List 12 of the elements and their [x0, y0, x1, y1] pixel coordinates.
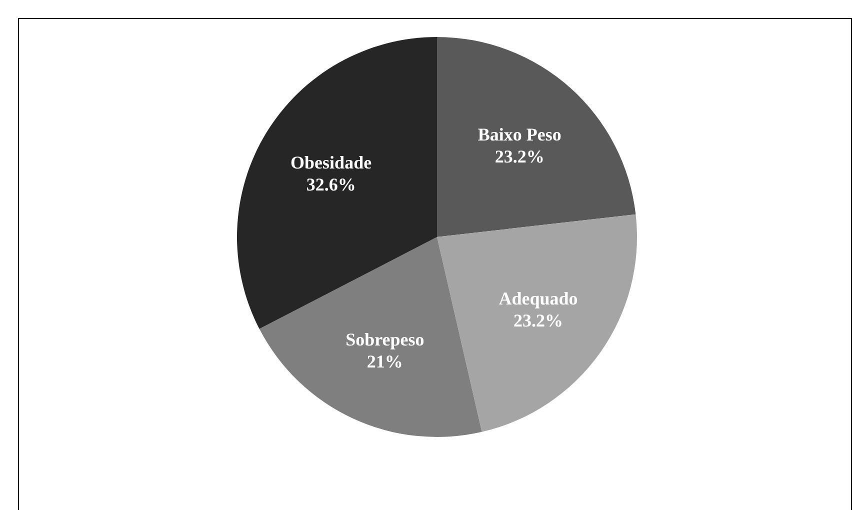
slice-label: Adequado	[498, 288, 578, 309]
pie-slice	[259, 237, 482, 437]
data-label: 32.6%	[306, 174, 356, 195]
slice-label: Sobrepeso	[346, 330, 424, 350]
pie-slice	[237, 37, 437, 329]
pie-slice	[437, 214, 637, 432]
slice-label: Baixo Peso	[478, 124, 562, 145]
data-label: 23.2%	[513, 310, 563, 331]
pie-slice	[437, 37, 636, 237]
slice-label: Obesidade	[290, 152, 372, 173]
data-label: 21%	[366, 352, 403, 372]
data-label: 23.2%	[494, 146, 544, 167]
